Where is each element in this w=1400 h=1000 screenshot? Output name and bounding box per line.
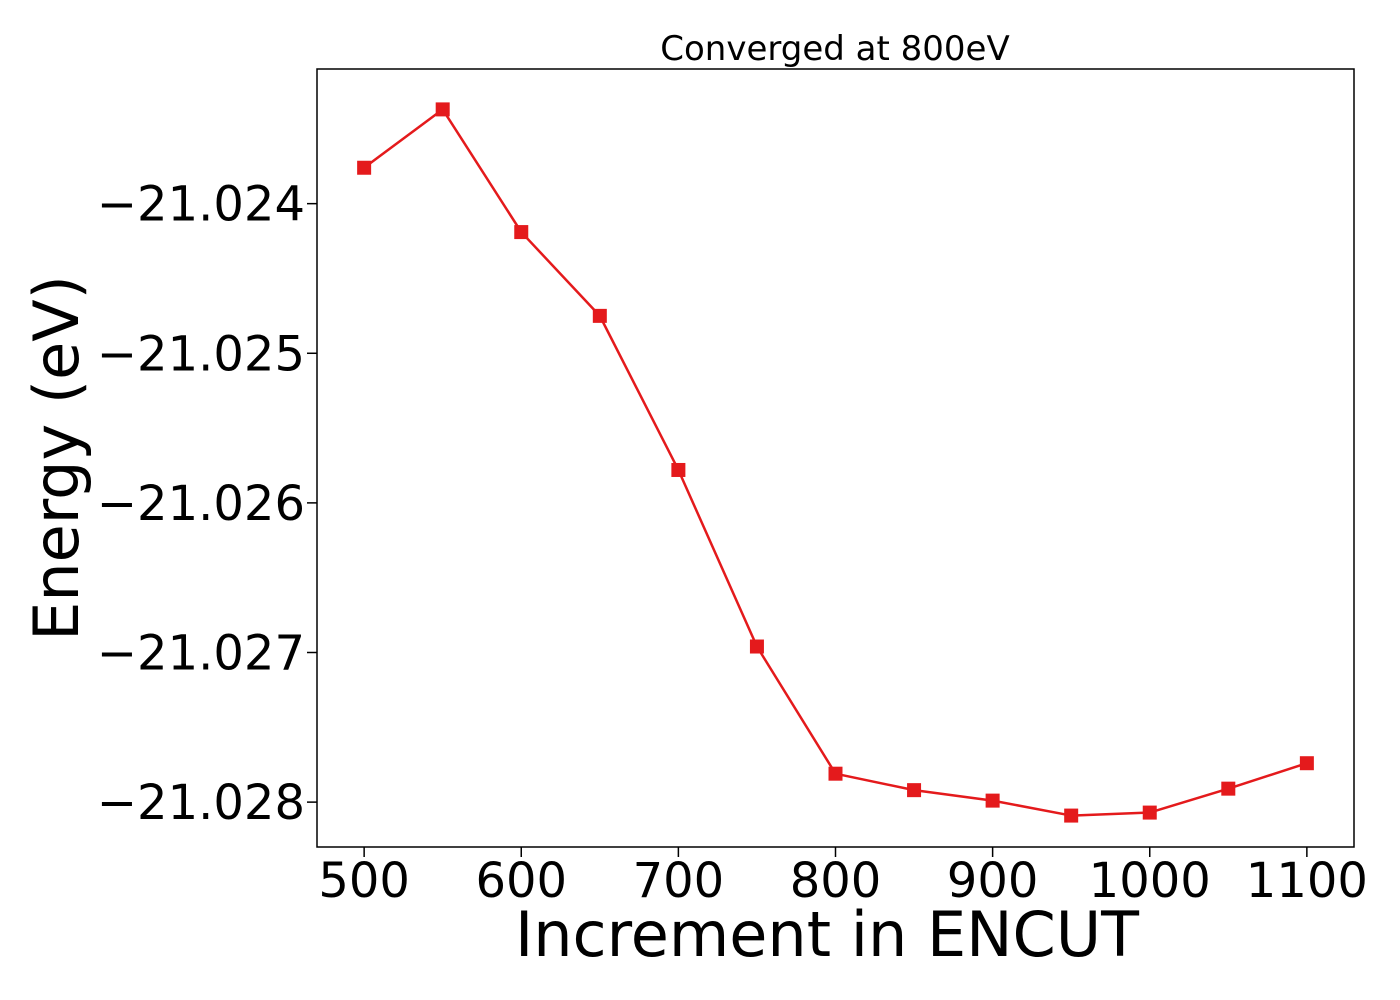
data-point [1221, 781, 1236, 796]
data-point [592, 308, 607, 323]
x-tick-label: 900 [947, 853, 1039, 909]
x-tick-label: 800 [790, 853, 882, 909]
data-point [985, 793, 1000, 808]
x-tick-label: 700 [633, 853, 725, 909]
chart-title: Converged at 800eV [660, 29, 1009, 69]
data-point [1299, 756, 1314, 771]
y-tick-label: −21.027 [97, 626, 305, 682]
series-line [363, 108, 1308, 817]
x-tick-label: 600 [475, 853, 567, 909]
plot-area: 500 600 700 800 900 1000 1100 −21.024 −21.025 −21… [97, 68, 1368, 909]
data-point [435, 102, 450, 117]
data-point [671, 462, 686, 477]
y-tick-label: −21.026 [97, 476, 305, 532]
plot-frame [316, 68, 1355, 848]
data-point [907, 783, 922, 798]
data-point [749, 639, 764, 654]
y-tick-label: −21.028 [97, 775, 305, 831]
data-point [828, 766, 843, 781]
x-tick-label: 1000 [1089, 853, 1211, 909]
data-point [1142, 805, 1157, 820]
x-axis-label: Increment in ENCUT [515, 898, 1140, 971]
x-tick-label: 500 [318, 853, 410, 909]
y-tick-label: −21.025 [97, 326, 305, 382]
data-point [1064, 808, 1079, 823]
x-tick-label: 1100 [1246, 853, 1368, 909]
data-point [514, 225, 529, 240]
y-tick-label: −21.024 [97, 177, 305, 233]
y-axis-label: Energy (eV) [20, 275, 93, 641]
data-point [357, 160, 372, 175]
